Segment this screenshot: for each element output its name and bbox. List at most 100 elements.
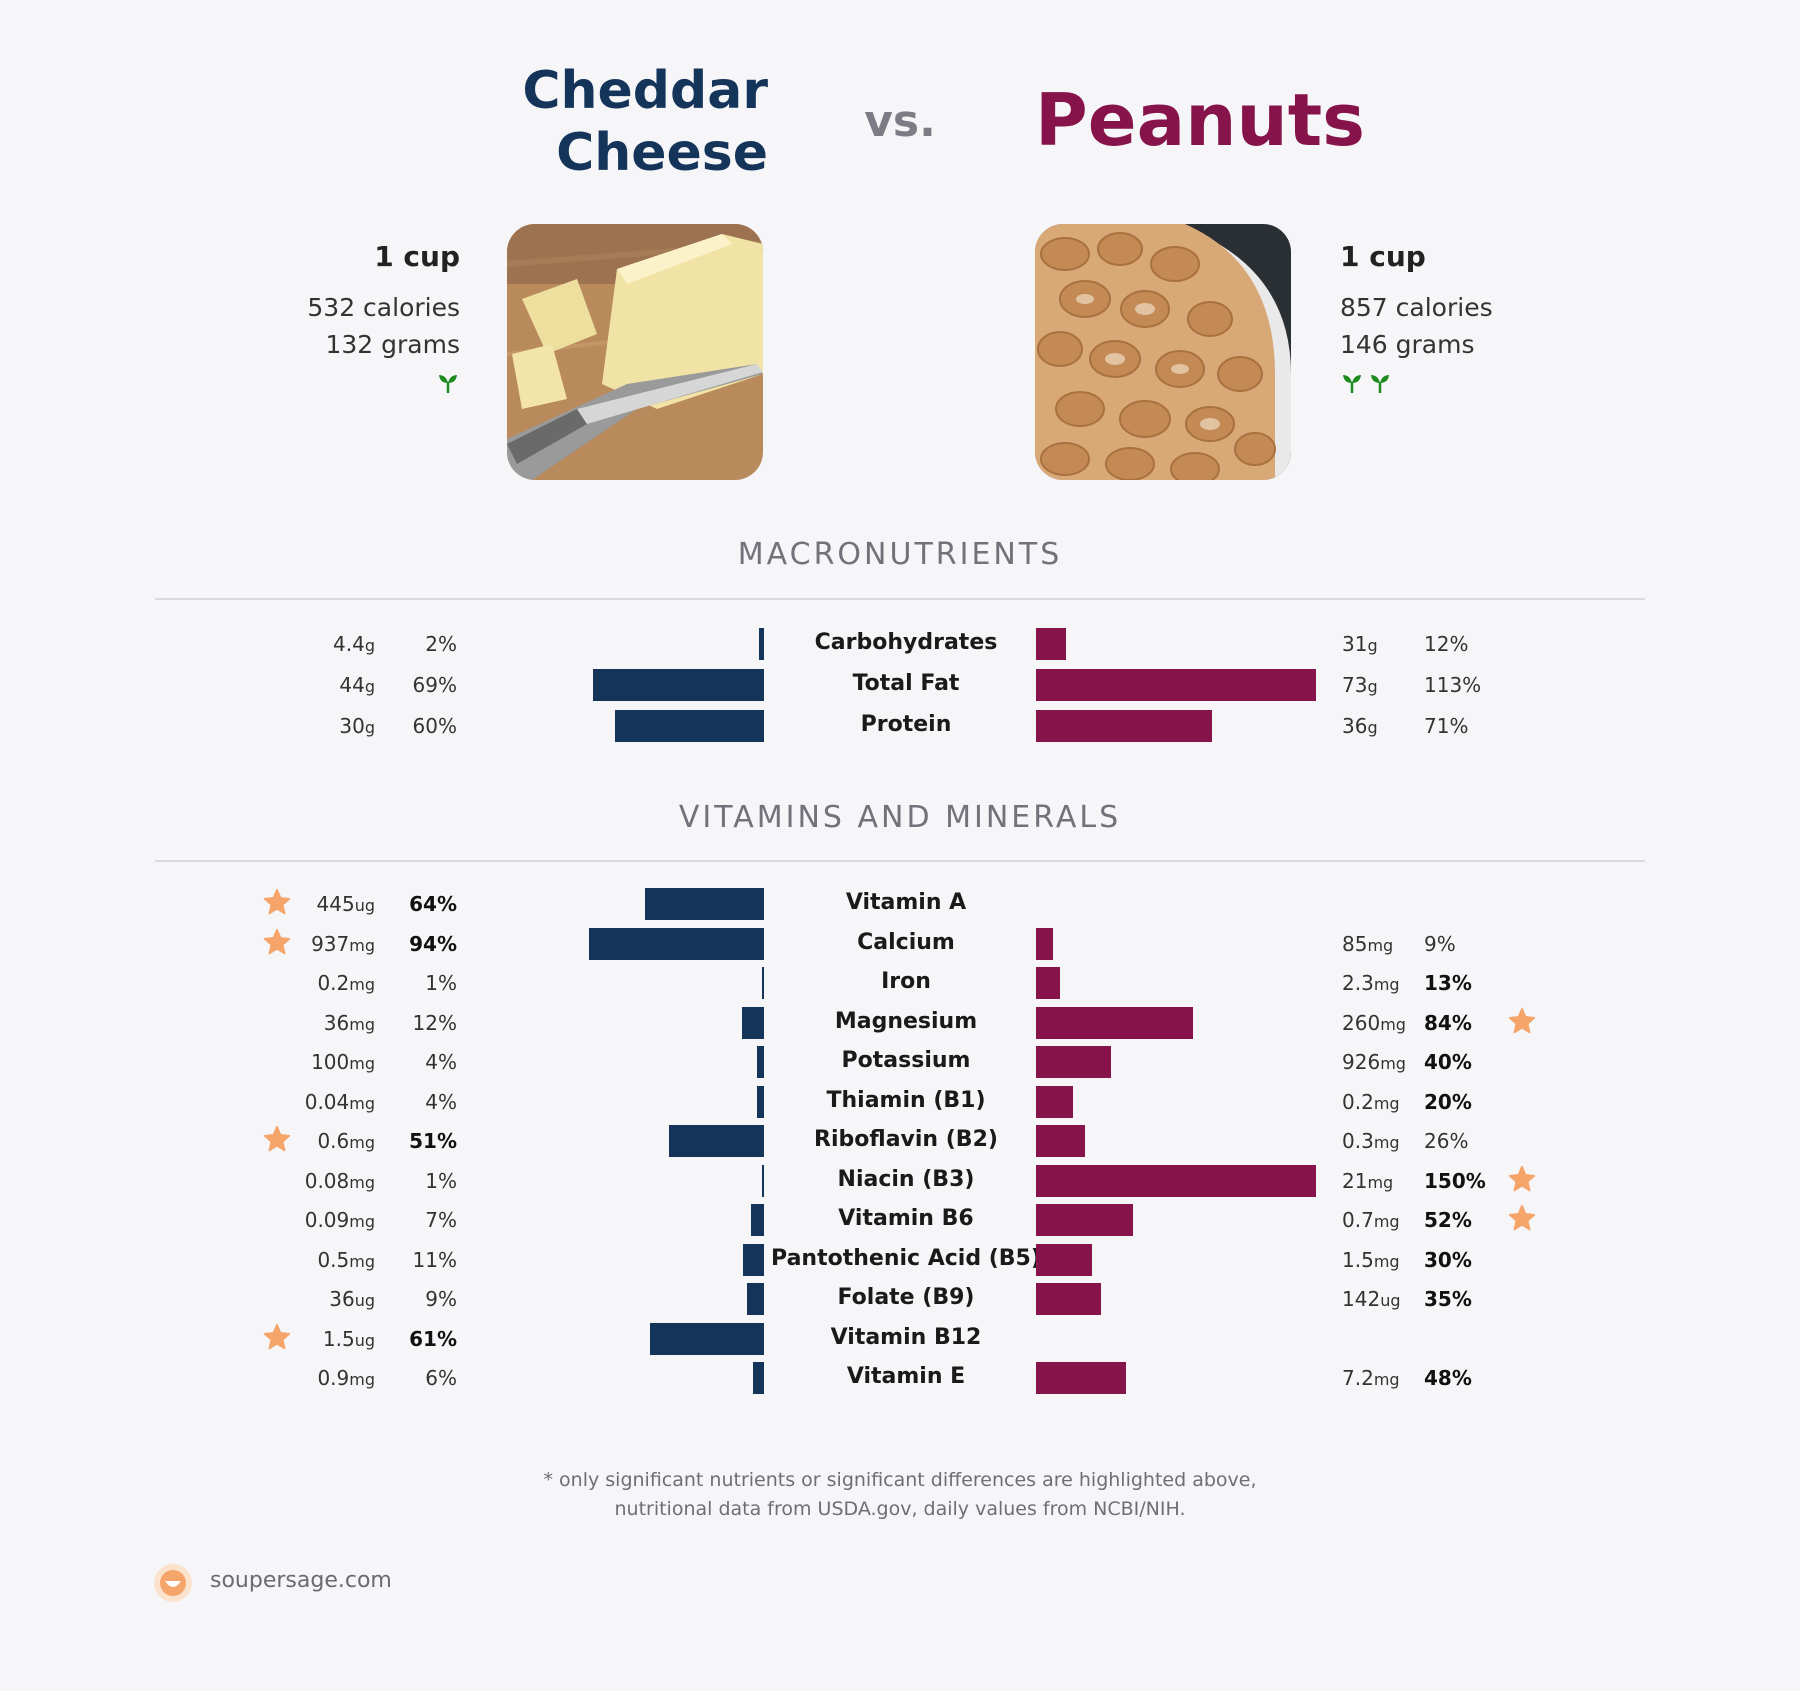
left-bar: [741, 1006, 764, 1039]
right-percent: 26%: [1424, 1129, 1469, 1153]
left-amount-value: 36: [329, 1287, 355, 1311]
right-amount-unit: mg: [1380, 1054, 1406, 1073]
left-percent: 7%: [425, 1208, 457, 1232]
left-amount-unit: mg: [349, 1251, 375, 1271]
right-bar: [1036, 927, 1053, 960]
right-amount-unit: mg: [1373, 975, 1400, 994]
left-bar: [743, 1243, 764, 1276]
left-amount-value: 0.5: [317, 1247, 350, 1272]
left-bar: [593, 669, 764, 701]
right-bar: [1036, 1085, 1074, 1118]
soupersage-logo-icon[interactable]: [153, 1563, 193, 1603]
left-amount-unit: mg: [349, 1212, 375, 1231]
star-icon: [263, 1323, 291, 1349]
right-bar: [1036, 1243, 1092, 1276]
right-percent: 35%: [1424, 1287, 1472, 1311]
left-amount-value: 0.2: [317, 971, 350, 995]
right-bar: [1036, 1006, 1193, 1039]
left-amount-value: 0.08: [304, 1168, 350, 1193]
right-amount: 0.7mg: [1342, 1208, 1442, 1232]
right-amount-unit: mg: [1380, 1014, 1406, 1034]
nutrient-label: Protein: [860, 712, 952, 737]
right-bar: [1036, 1125, 1085, 1157]
left-amount-value: 1.5: [322, 1326, 355, 1351]
left-amount-unit: g: [364, 718, 375, 737]
right-amount-value: 73: [1342, 673, 1368, 697]
left-amount-value: 937: [311, 931, 350, 956]
left-amount: 36mg: [275, 1011, 375, 1035]
right-percent: 13%: [1424, 971, 1472, 995]
left-amount-unit: mg: [349, 1133, 375, 1152]
right-amount-unit: g: [1367, 636, 1378, 655]
left-percent: 94%: [409, 931, 457, 956]
left-percent: 64%: [409, 892, 457, 916]
left-sprout-rating: [260, 371, 460, 395]
left-amount: 36ug: [275, 1287, 375, 1311]
left-amount: 44g: [275, 673, 375, 697]
footnote-line2: nutritional data from USDA.gov, daily va…: [614, 1498, 1186, 1520]
brand-link[interactable]: soupersage.com: [210, 1568, 392, 1593]
right-amount: 926mg: [1342, 1050, 1442, 1074]
right-percent: 48%: [1424, 1366, 1472, 1390]
right-amount-unit: mg: [1367, 935, 1394, 955]
left-percent: 61%: [409, 1326, 457, 1351]
left-amount-value: 36: [323, 1010, 350, 1035]
left-title-line2: Cheese: [556, 123, 768, 183]
nutrient-label: Vitamin B6: [838, 1206, 974, 1231]
sprout-icon: [1343, 375, 1361, 393]
nutrient-label: Carbohydrates: [814, 630, 998, 655]
right-amount-value: 36: [1342, 714, 1368, 738]
left-amount-value: 0.09: [304, 1208, 350, 1232]
left-amount-unit: mg: [349, 1014, 375, 1034]
star-icon: [1508, 1007, 1536, 1033]
right-amount-value: 2.3: [1342, 971, 1374, 995]
left-amount-unit: mg: [349, 1172, 375, 1192]
right-amount-unit: mg: [1373, 1251, 1400, 1271]
left-bar: [615, 710, 764, 742]
right-amount: 21mg: [1342, 1169, 1442, 1193]
right-amount: 142ug: [1342, 1287, 1442, 1311]
left-amount-unit: mg: [349, 1093, 375, 1113]
left-percent: 11%: [412, 1247, 457, 1272]
right-amount-unit: mg: [1373, 1133, 1400, 1152]
right-percent: 20%: [1424, 1089, 1472, 1114]
macronutrients-title: MACRONUTRIENTS: [737, 537, 1063, 572]
left-bar: [747, 1283, 764, 1315]
nutrient-label: Vitamin B12: [830, 1324, 982, 1350]
right-bar: [1036, 628, 1066, 660]
right-amount-unit: mg: [1373, 1370, 1400, 1389]
star-icon: [263, 1125, 291, 1152]
left-amount: 0.08mg: [275, 1169, 375, 1193]
left-percent: 9%: [425, 1287, 457, 1311]
left-percent: 1%: [425, 1168, 457, 1193]
right-bar: [1036, 1046, 1111, 1078]
right-amount: 260mg: [1342, 1011, 1442, 1035]
right-percent: 84%: [1424, 1010, 1472, 1035]
left-amount-unit: mg: [349, 1370, 375, 1389]
left-amount-value: 4.4: [333, 632, 365, 656]
right-percent: 12%: [1424, 632, 1469, 656]
left-bar: [762, 967, 764, 999]
footnote-line1: * only significant nutrients or signific…: [543, 1469, 1257, 1491]
right-amount-unit: g: [1367, 718, 1378, 737]
right-percent: 71%: [1424, 714, 1469, 738]
left-amount-unit: mg: [349, 935, 375, 955]
right-amount-unit: ug: [1380, 1291, 1401, 1310]
nutrient-label: Magnesium: [834, 1008, 978, 1034]
right-amount-value: 85: [1342, 931, 1368, 956]
left-serving: 1 cup: [374, 240, 460, 273]
left-amount-value: 0.6: [317, 1129, 350, 1153]
left-amount: 0.2mg: [275, 971, 375, 995]
left-percent: 12%: [412, 1010, 457, 1035]
left-amount: 0.9mg: [275, 1366, 375, 1390]
nutrient-label: Vitamin A: [845, 890, 967, 915]
right-bar: [1036, 1204, 1134, 1236]
nutrient-label: Vitamin E: [846, 1364, 966, 1389]
left-bar: [750, 1204, 764, 1236]
right-amount-value: 260: [1342, 1010, 1381, 1035]
left-bar: [650, 1322, 764, 1355]
left-percent: 1%: [425, 971, 457, 995]
right-grams: 146 grams: [1340, 330, 1475, 359]
right-amount-value: 0.3: [1342, 1129, 1374, 1153]
left-bar: [752, 1362, 764, 1394]
